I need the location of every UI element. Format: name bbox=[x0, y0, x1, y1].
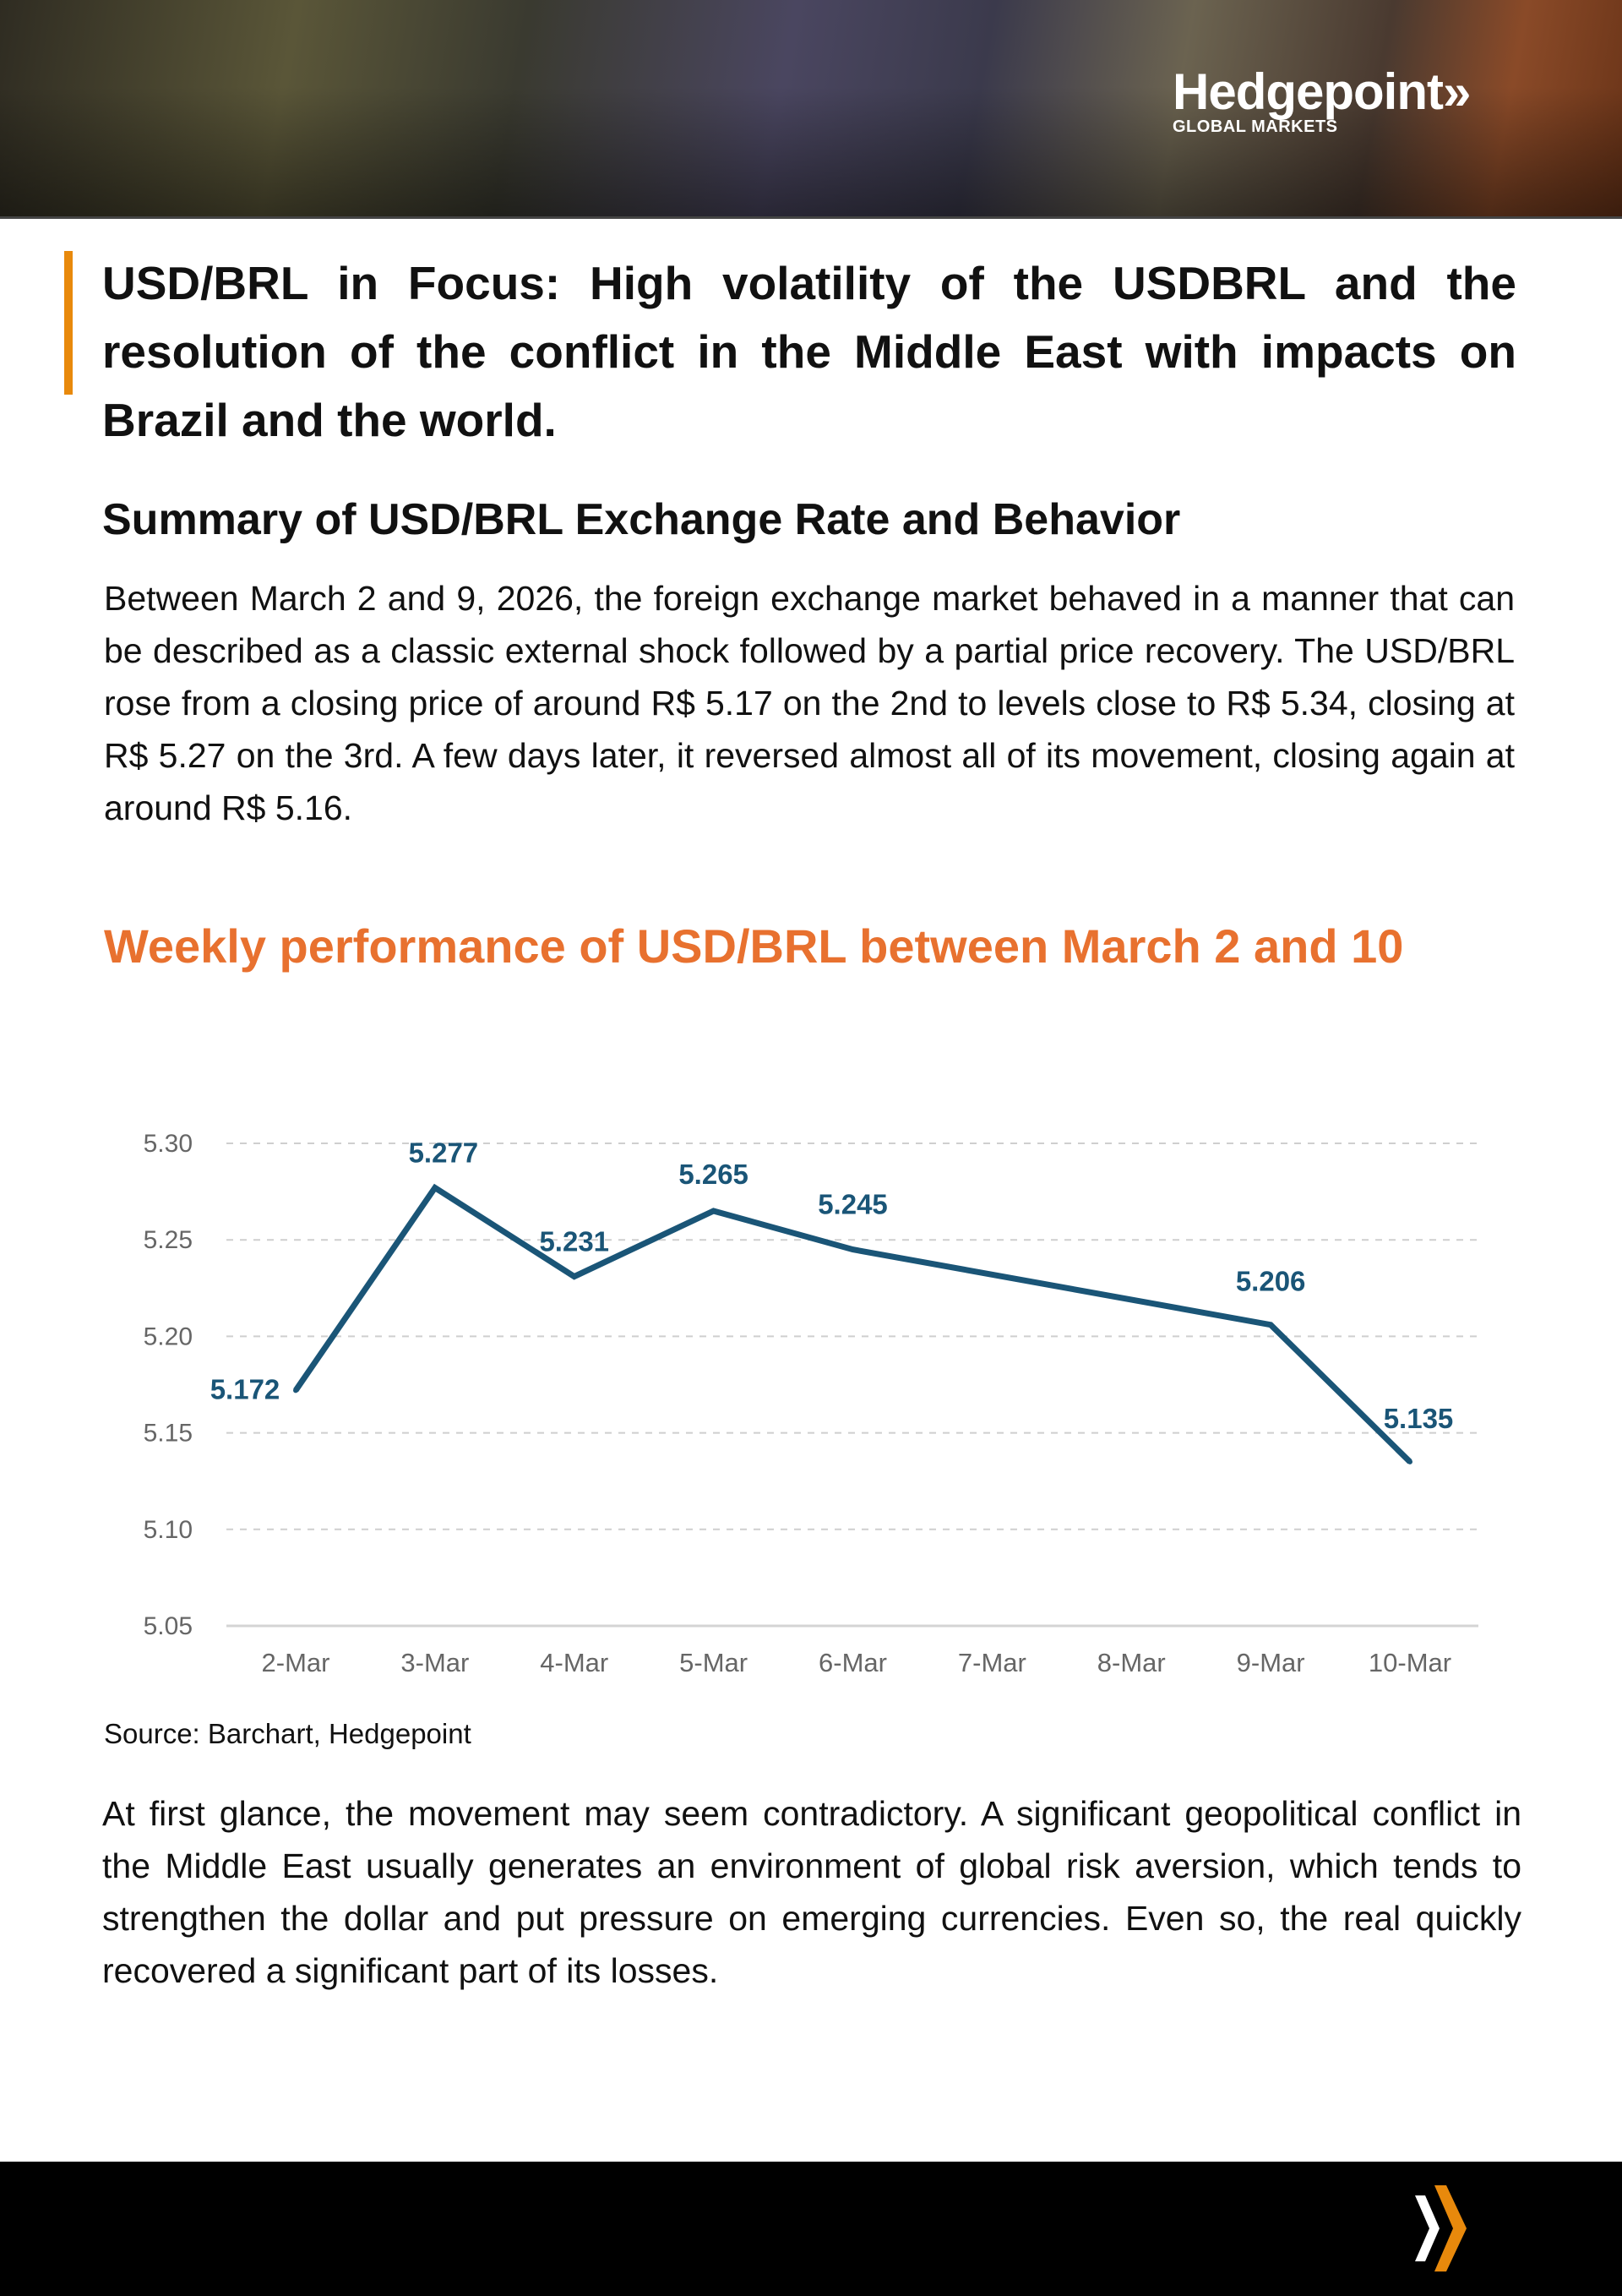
summary-paragraph: Between March 2 and 9, 2026, the foreign… bbox=[104, 579, 1515, 827]
x-tick-label: 4-Mar bbox=[540, 1648, 608, 1677]
logo-tagline: GLOBAL MARKETS bbox=[1173, 117, 1338, 136]
x-tick-label: 9-Mar bbox=[1237, 1648, 1305, 1677]
x-tick-label: 2-Mar bbox=[262, 1648, 330, 1677]
logo-name: Hedgepoint bbox=[1173, 63, 1444, 120]
y-tick-label: 5.25 bbox=[144, 1226, 193, 1254]
data-point bbox=[571, 1273, 577, 1279]
data-label: 5.231 bbox=[539, 1226, 609, 1257]
y-tick-label: 5.05 bbox=[144, 1612, 193, 1640]
data-point bbox=[1268, 1322, 1274, 1328]
x-tick-label: 5-Mar bbox=[679, 1648, 748, 1677]
x-tick-label: 8-Mar bbox=[1097, 1648, 1166, 1677]
closing-paragraph: At first glance, the movement may seem c… bbox=[102, 1794, 1521, 1990]
data-label: 5.265 bbox=[678, 1159, 748, 1190]
title-accent-bar bbox=[64, 251, 73, 395]
y-tick-label: 5.20 bbox=[144, 1323, 193, 1350]
footer-bar bbox=[0, 2162, 1622, 2296]
page-title: USD/BRL in Focus: High volatility of the… bbox=[102, 257, 1516, 446]
data-label: 5.277 bbox=[409, 1137, 479, 1169]
chevron-logo-icon bbox=[1415, 2185, 1467, 2271]
x-tick-label: 7-Mar bbox=[958, 1648, 1026, 1677]
x-tick-label: 10-Mar bbox=[1369, 1648, 1451, 1677]
data-label: 5.206 bbox=[1236, 1266, 1306, 1297]
y-tick-label: 5.15 bbox=[144, 1420, 193, 1448]
chart-source: Source: Barchart, Hedgepoint bbox=[104, 1718, 471, 1749]
y-tick-label: 5.10 bbox=[144, 1516, 193, 1544]
data-label: 5.245 bbox=[818, 1189, 888, 1220]
x-tick-label: 3-Mar bbox=[400, 1648, 469, 1677]
data-point bbox=[432, 1185, 438, 1191]
series-line-usdbrl bbox=[293, 1183, 1412, 1464]
header-banner-image bbox=[0, 0, 1622, 219]
usdbrl-line-chart: 5.05 5.10 5.15 5.20 5.25 5.30 2-Mar 3-Mar 4-Mar 5… bbox=[144, 1130, 1478, 1677]
x-tick-label: 6-Mar bbox=[819, 1648, 887, 1677]
summary-heading: Summary of USD/BRL Exchange Rate and Beh… bbox=[102, 495, 1181, 544]
data-label: 5.172 bbox=[210, 1373, 280, 1404]
chart-heading: Weekly performance of USD/BRL between Ma… bbox=[104, 919, 1404, 973]
data-label: 5.135 bbox=[1384, 1403, 1454, 1434]
data-point bbox=[710, 1208, 716, 1213]
double-chevron-icon: » bbox=[1442, 63, 1471, 120]
data-point bbox=[850, 1246, 856, 1252]
hedgepoint-logo: Hedgepoint» GLOBAL MARKETS bbox=[1173, 63, 1471, 137]
data-point bbox=[293, 1388, 298, 1393]
y-tick-label: 5.30 bbox=[144, 1130, 193, 1158]
data-point bbox=[1407, 1459, 1412, 1464]
